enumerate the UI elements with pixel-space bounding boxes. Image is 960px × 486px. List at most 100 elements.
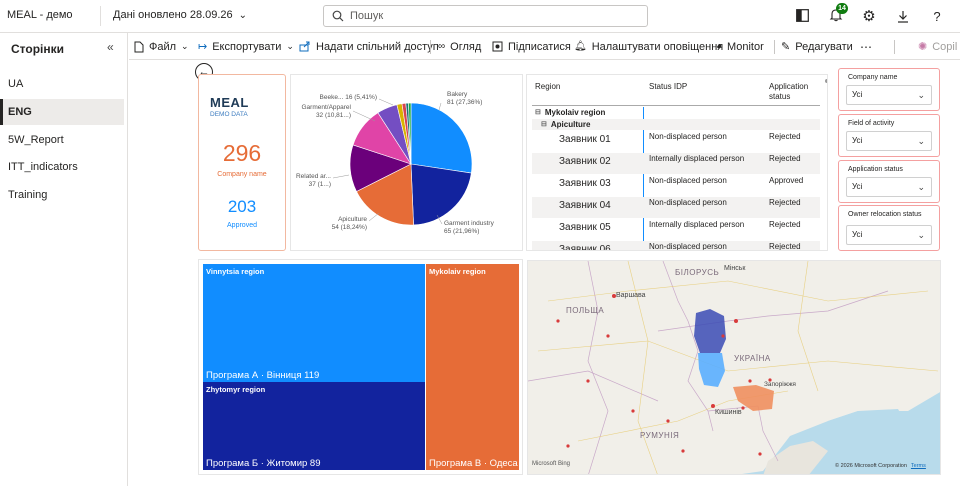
divider bbox=[894, 40, 895, 54]
file-menu[interactable]: Файл ⌄ bbox=[134, 33, 189, 60]
collapse-icon[interactable]: « bbox=[107, 40, 114, 54]
collapse-icon[interactable]: ⊟ bbox=[535, 109, 541, 116]
column-divider bbox=[643, 107, 644, 250]
search-box[interactable]: Пошук bbox=[323, 5, 648, 27]
slicer-title: Owner relocation status bbox=[848, 211, 922, 218]
group-row-mykolaiv[interactable]: ⊟ Mykolaiv region bbox=[535, 108, 605, 117]
approved-count-label: Approved bbox=[227, 222, 257, 229]
alerts-button[interactable]: 🔔︎ Налаштувати оповіщення bbox=[574, 33, 723, 60]
export-menu[interactable]: ↦ Експортувати ⌄ bbox=[198, 33, 294, 60]
cell-status-idp: Non-displaced person bbox=[649, 176, 727, 185]
report-title[interactable]: MEAL - демо bbox=[7, 9, 73, 21]
pie-leader-line bbox=[368, 212, 380, 222]
column-header-region[interactable]: Region bbox=[535, 82, 561, 91]
map-visual[interactable]: БІЛОРУСЬ ПОЛЬЩА Варшава УКРАЇНА РУМУНІЯ … bbox=[527, 260, 941, 475]
slicer-value: Усі bbox=[852, 230, 863, 239]
slicer-dropdown[interactable]: Усі ⌄ bbox=[846, 177, 932, 197]
slicer-value: Усі bbox=[852, 90, 863, 99]
sidebar-item-5w-report[interactable]: 5W_Report bbox=[8, 134, 64, 146]
download-icon[interactable] bbox=[895, 8, 911, 24]
sidebar-item-ua[interactable]: UA bbox=[8, 78, 24, 90]
edit-label: Редагувати bbox=[795, 40, 853, 53]
sidebar-item-eng[interactable]: ENG bbox=[0, 99, 124, 125]
refresh-text: Дані оновлено 28.09.26 bbox=[113, 9, 233, 21]
map-label-minsk: Мінськ bbox=[724, 265, 746, 272]
pie-data-label: Related ar... bbox=[296, 173, 331, 180]
pie-data-label: Garment industry bbox=[444, 220, 495, 227]
group-label: Mykolaiv region bbox=[544, 108, 606, 117]
pie-data-label: Apiculture bbox=[338, 216, 367, 223]
cell-status-idp: Non-displaced person bbox=[649, 132, 727, 141]
gear-icon[interactable]: ⚙ bbox=[862, 8, 876, 25]
layout-icon[interactable] bbox=[795, 8, 810, 23]
pie-slice[interactable] bbox=[408, 102, 412, 165]
slicer-dropdown[interactable]: Усі ⌄ bbox=[846, 131, 932, 151]
company-count-value: 296 bbox=[222, 140, 262, 166]
pie-value-label: 81 (27,36%) bbox=[447, 99, 482, 106]
chevron-down-icon: ⌄ bbox=[238, 9, 248, 21]
slicer-dropdown[interactable]: Усі ⌄ bbox=[846, 225, 932, 245]
cell-status-idp: Internally displaced person bbox=[649, 220, 745, 229]
treemap-tile-vinnytsia[interactable]: Vinnytsia region Програма А · Вінниця 11… bbox=[203, 264, 425, 382]
treemap-tile-zhytomyr[interactable]: Zhytomyr region Програма Б · Житомир 89 bbox=[203, 382, 425, 470]
file-icon bbox=[134, 41, 144, 52]
pie-slice[interactable] bbox=[410, 102, 473, 174]
bing-logo: Microsoft Bing bbox=[532, 461, 571, 467]
search-placeholder: Пошук bbox=[350, 10, 384, 22]
chevron-down-icon: ⌄ bbox=[917, 182, 925, 192]
map-terms-link[interactable]: Terms bbox=[910, 463, 926, 469]
monitor-button[interactable]: ◕ Monitor bbox=[716, 33, 764, 60]
slicer-application-status[interactable]: Application status Усі ⌄ bbox=[838, 160, 940, 203]
sidebar-item-itt-indicators[interactable]: ITT_indicators bbox=[8, 161, 78, 173]
collapse-icon[interactable]: ⊟ bbox=[541, 121, 547, 128]
table-row[interactable]: Заявник 01 Non-displaced person Rejected bbox=[532, 131, 820, 152]
pie-slice[interactable] bbox=[356, 163, 414, 226]
monitor-icon: ◕ bbox=[716, 41, 723, 52]
edit-button[interactable]: ✎ Редагувати bbox=[781, 33, 853, 60]
refresh-info[interactable]: Дані оновлено 28.09.26 ⌄ bbox=[113, 9, 247, 21]
slicer-field-of-activity[interactable]: Field of activity Усі ⌄ bbox=[838, 114, 940, 157]
treemap-tile-mykolaiv[interactable]: Mykolaiv region Програма В · Одеса bbox=[426, 264, 519, 470]
sidebar-title: Сторінки bbox=[11, 42, 65, 56]
divider bbox=[430, 40, 431, 54]
report-canvas: ← MEAL DEMO DATA 296 Company name 203 Ap… bbox=[129, 61, 960, 486]
group-row-apiculture[interactable]: ⊟ Apiculture bbox=[541, 120, 590, 129]
column-header-status-idp[interactable]: Status IDP bbox=[649, 82, 688, 91]
table-row[interactable]: Заявник 05 Internally displaced person Rej… bbox=[532, 219, 820, 240]
search-icon bbox=[332, 10, 344, 22]
chevron-down-icon: ⌄ bbox=[917, 90, 925, 100]
meal-logo: MEAL bbox=[210, 95, 249, 110]
subscribe-button[interactable]: Підписатися bbox=[492, 33, 571, 60]
review-button[interactable]: ∞ Огляд bbox=[438, 33, 481, 60]
pie-leader-line bbox=[436, 214, 443, 225]
approved-count-value: 203 bbox=[227, 197, 257, 216]
slicer-title: Company name bbox=[848, 74, 898, 81]
more-options-icon[interactable]: ⋯ bbox=[860, 39, 872, 54]
subscribe-icon bbox=[492, 41, 503, 52]
tile-header: Zhytomyr region bbox=[206, 385, 266, 394]
sidebar-item-training[interactable]: Training bbox=[8, 189, 48, 201]
table-row[interactable]: Заявник 04 Non-displaced person Rejected bbox=[532, 197, 820, 218]
treemap-card: Vinnytsia region Програма А · Вінниця 11… bbox=[198, 259, 523, 475]
column-header-application-status[interactable]: Application status bbox=[769, 82, 809, 101]
cell-application-status: Rejected bbox=[769, 198, 801, 207]
notification-badge: 14 bbox=[836, 3, 848, 14]
slicer-owner-relocation-status[interactable]: Owner relocation status Усі ⌄ bbox=[838, 205, 940, 251]
help-icon[interactable]: ? bbox=[933, 8, 941, 24]
table-row[interactable]: Заявник 03 Non-displaced person Approved bbox=[532, 175, 820, 196]
tile-header: Mykolaiv region bbox=[429, 267, 486, 276]
copilot-button[interactable]: ✺ Copil bbox=[918, 33, 957, 60]
slicer-company-name[interactable]: Company name Усі ⌄ bbox=[838, 68, 940, 111]
table-row[interactable]: Заявник 06 Non-displaced person Rejected bbox=[532, 241, 820, 250]
applicants-table[interactable]: Region Status IDP Application status ⊟ M… bbox=[526, 74, 828, 251]
share-button[interactable]: Надати спільний доступ bbox=[299, 33, 439, 60]
company-count-label: Company name bbox=[217, 171, 267, 178]
pie-slice[interactable] bbox=[410, 163, 472, 226]
slicer-dropdown[interactable]: Усі ⌄ bbox=[846, 85, 932, 105]
table-row[interactable]: Заявник 02 Internally displaced person Rej… bbox=[532, 153, 820, 174]
cell-application-status: Approved bbox=[769, 176, 804, 185]
scroll-indicator bbox=[825, 79, 827, 83]
pie-value-label: 37 (1...) bbox=[309, 181, 331, 188]
report-toolbar: Файл ⌄ ↦ Експортувати ⌄ Надати спільний … bbox=[129, 33, 960, 60]
